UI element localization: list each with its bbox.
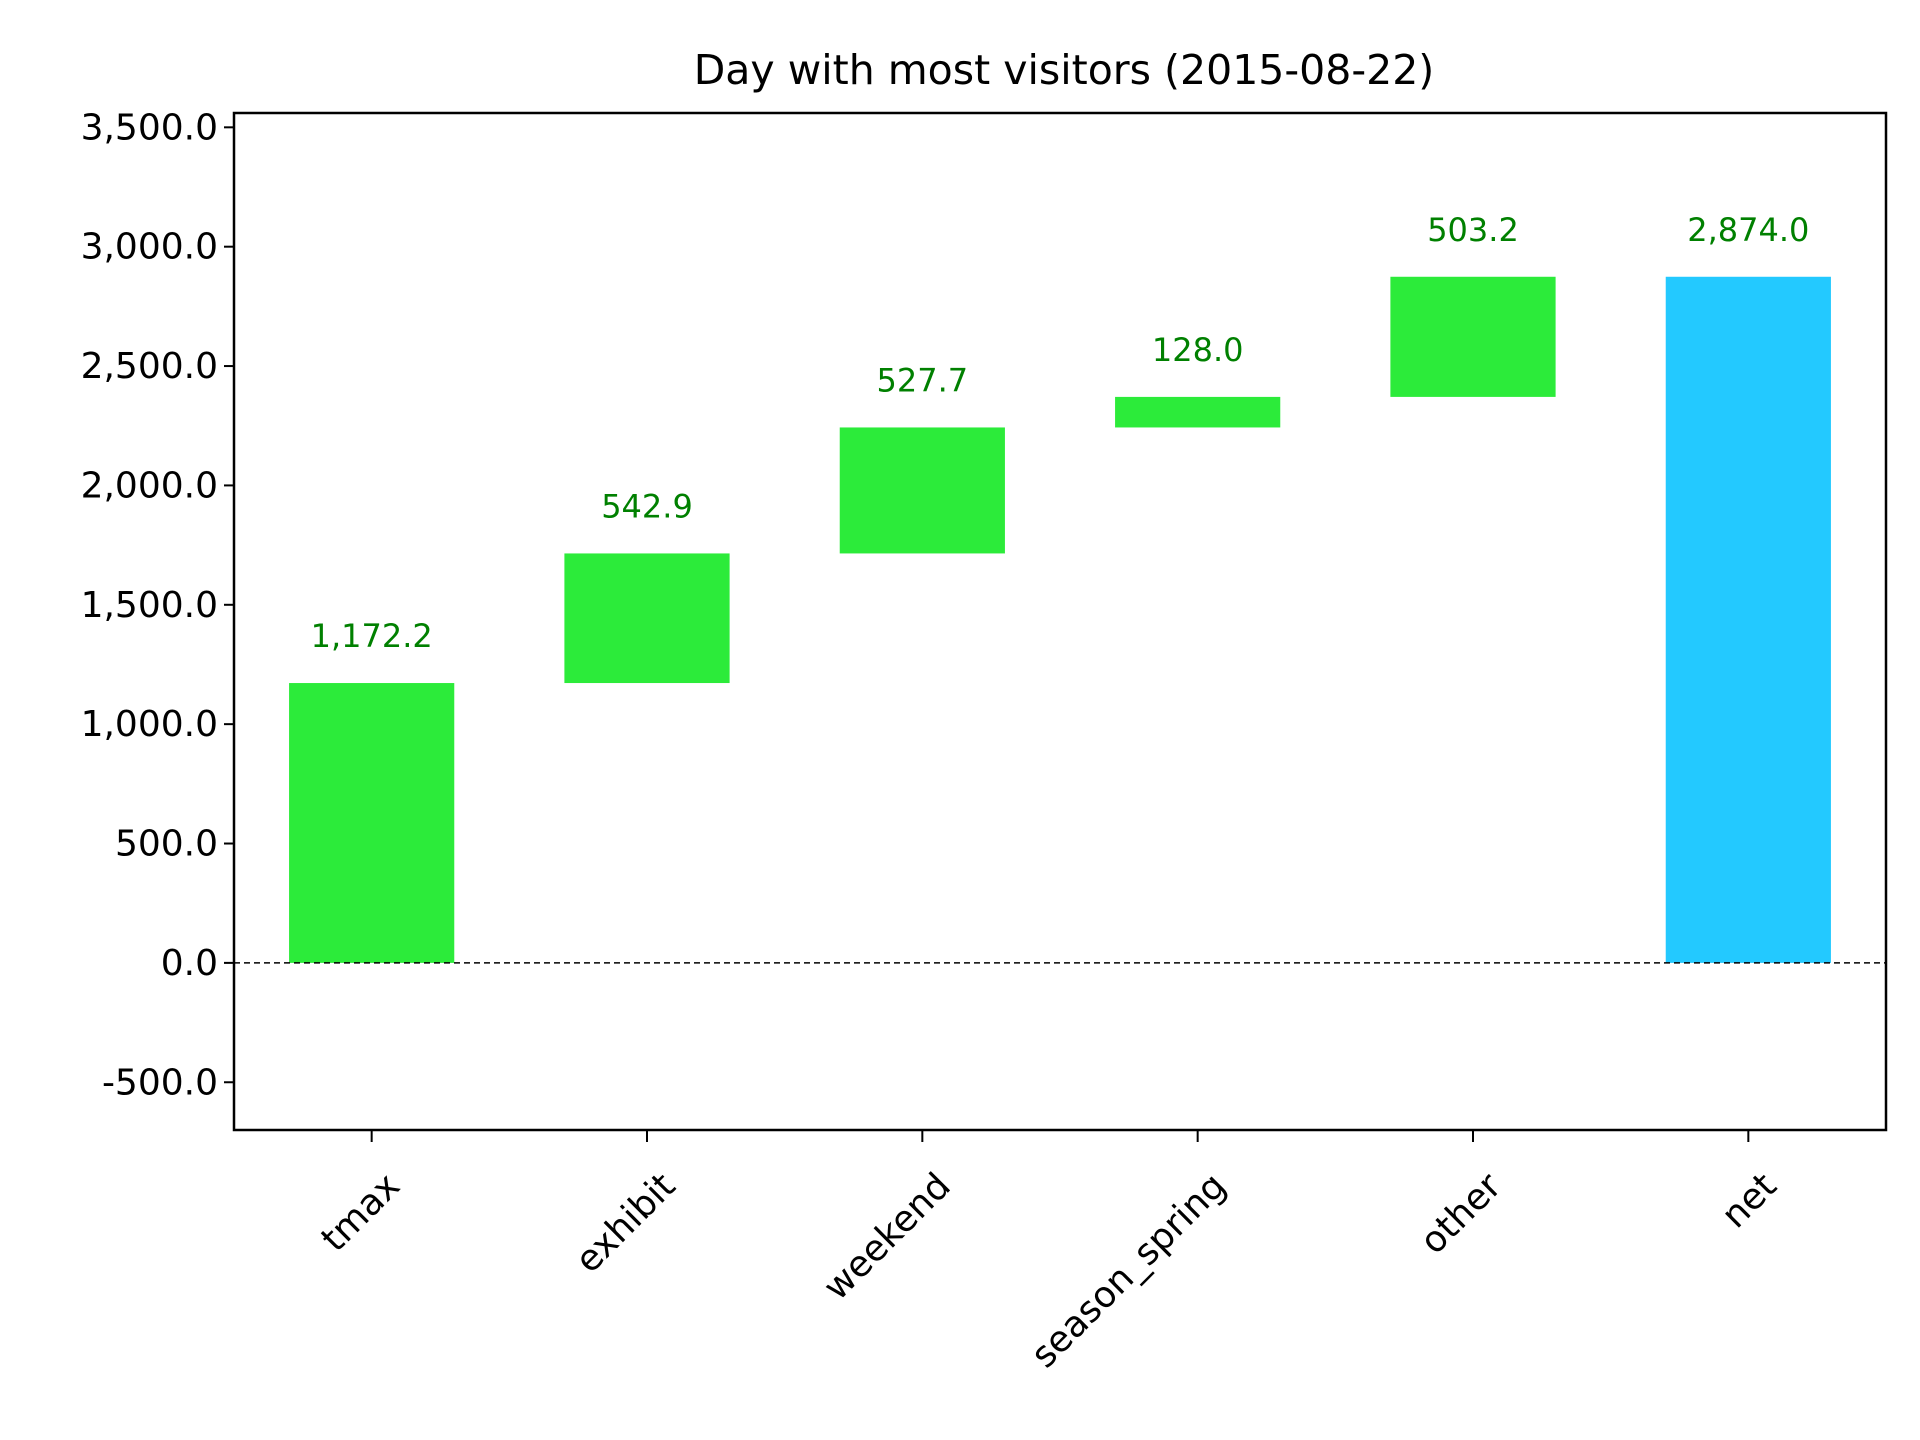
data-label-net: 2,874.0	[1687, 211, 1809, 249]
data-label-tmax: 1,172.2	[311, 617, 433, 655]
x-tick-label-tmax: tmax	[314, 1165, 408, 1259]
x-tick-label-net: net	[1714, 1165, 1785, 1236]
data-label-exhibit: 542.9	[601, 487, 693, 525]
y-tick-label: 3,500.0	[81, 107, 218, 148]
y-tick-label: 0.0	[161, 943, 218, 984]
y-axis: -500.0 0.0 500.0 1,000.0 1,500.0 2,000.0 2,500…	[81, 107, 234, 1103]
x-tick-label-weekend: weekend	[816, 1165, 959, 1308]
bar-net	[1665, 276, 1831, 963]
data-label-weekend: 527.7	[877, 361, 969, 399]
y-tick-label: 500.0	[115, 824, 218, 865]
bar-tmax	[289, 683, 455, 963]
x-tick-label-exhibit: exhibit	[568, 1165, 684, 1281]
y-tick-label: 1,000.0	[81, 704, 218, 745]
data-label-other: 503.2	[1427, 211, 1519, 249]
bars-group	[289, 276, 1831, 963]
y-tick-label: 3,000.0	[81, 227, 218, 268]
data-label-season_spring: 128.0	[1152, 331, 1244, 369]
bar-season_spring	[1115, 396, 1281, 428]
chart-title: Day with most visitors (2015-08-22)	[694, 46, 1435, 94]
x-tick-label-season_spring: season_spring	[1024, 1165, 1234, 1375]
x-axis: tmax exhibit weekend season_spring other net	[314, 1130, 1785, 1376]
y-tick-label: -500.0	[102, 1062, 218, 1103]
bar-other	[1390, 276, 1556, 397]
y-tick-label: 1,500.0	[81, 585, 218, 626]
plot-frame	[232, 111, 1888, 1132]
x-tick-label-other: other	[1413, 1165, 1510, 1262]
bar-exhibit	[564, 553, 730, 684]
bar-weekend	[839, 427, 1005, 554]
data-labels-group: 1,172.2 542.9 527.7 128.0 503.2 2,874.0	[311, 211, 1810, 655]
y-tick-label: 2,500.0	[81, 346, 218, 387]
y-tick-label: 2,000.0	[81, 465, 218, 506]
